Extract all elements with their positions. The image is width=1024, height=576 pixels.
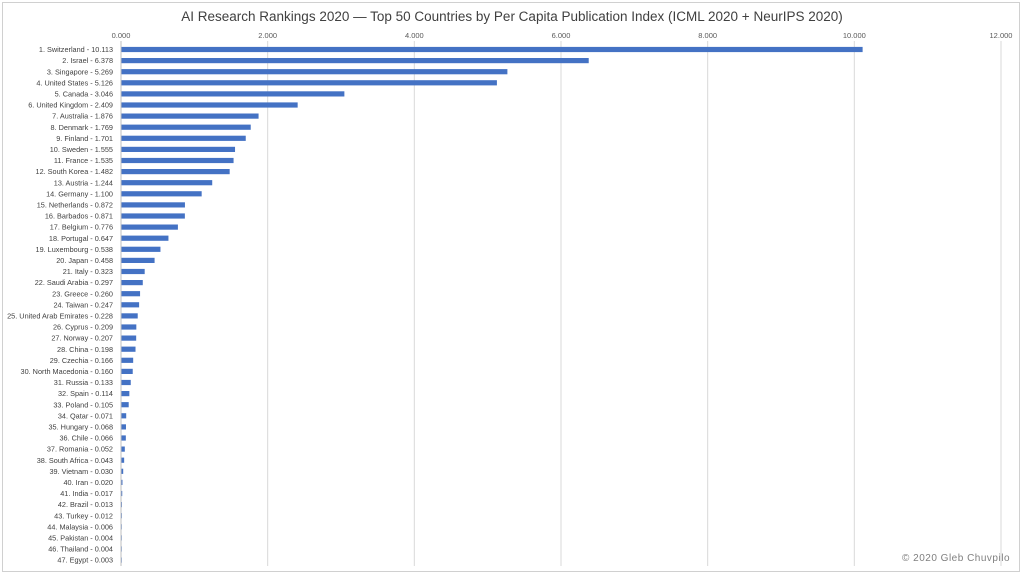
category-label: 27. Norway - 0.207 bbox=[51, 334, 113, 343]
category-label: 10. Sweden - 1.555 bbox=[50, 145, 113, 154]
bar bbox=[121, 379, 131, 386]
category-label: 46. Thailand - 0.004 bbox=[48, 545, 113, 554]
bar bbox=[121, 80, 497, 86]
category-label: 35. Hungary - 0.068 bbox=[49, 423, 114, 432]
bar bbox=[121, 313, 138, 319]
category-label: 12. South Korea - 1.482 bbox=[36, 167, 113, 176]
bar bbox=[121, 169, 230, 175]
bar bbox=[121, 346, 136, 352]
bar bbox=[121, 102, 298, 108]
bar bbox=[121, 146, 236, 152]
category-label: 5. Canada - 3.046 bbox=[55, 90, 113, 99]
bar bbox=[121, 357, 134, 363]
category-label: 20. Japan - 0.458 bbox=[56, 256, 113, 265]
bar bbox=[121, 235, 169, 241]
x-tick-label: 10.000 bbox=[843, 31, 866, 40]
bar bbox=[121, 91, 345, 97]
category-label: 23. Greece - 0.260 bbox=[52, 289, 113, 298]
bar bbox=[121, 124, 251, 130]
bar bbox=[121, 468, 124, 474]
bar bbox=[121, 180, 213, 186]
bar bbox=[121, 58, 589, 64]
category-label: 14. Germany - 1.100 bbox=[46, 189, 113, 198]
category-label: 42. Brazil - 0.013 bbox=[58, 500, 113, 509]
category-label: 30. North Macedonia - 0.160 bbox=[21, 367, 113, 376]
category-label: 32. Spain - 0.114 bbox=[58, 389, 113, 398]
category-label: 1. Switzerland - 10.113 bbox=[39, 45, 113, 54]
bar bbox=[121, 246, 161, 252]
bar bbox=[121, 424, 126, 430]
category-label: 29. Czechia - 0.166 bbox=[50, 356, 113, 365]
category-label: 28. China - 0.198 bbox=[57, 345, 113, 354]
bar bbox=[121, 157, 234, 164]
bar bbox=[121, 391, 130, 397]
bar bbox=[121, 280, 143, 286]
bar bbox=[121, 113, 259, 119]
x-tick-label: 0.000 bbox=[112, 31, 131, 40]
x-tick-label: 6.000 bbox=[552, 31, 571, 40]
category-label: 7. Australia - 1.876 bbox=[52, 112, 113, 121]
bar bbox=[121, 479, 123, 485]
bar bbox=[121, 69, 508, 75]
bar bbox=[121, 46, 863, 53]
category-label: 11. France - 1.535 bbox=[54, 156, 113, 165]
category-label: 25. United Arab Emirates - 0.228 bbox=[7, 312, 113, 321]
bar bbox=[121, 490, 123, 497]
category-label: 43. Turkey - 0.012 bbox=[54, 511, 113, 520]
category-label: 39. Vietnam - 0.030 bbox=[49, 467, 113, 476]
bar bbox=[121, 335, 137, 341]
category-label: 41. India - 0.017 bbox=[60, 489, 113, 498]
category-label: 21. Italy - 0.323 bbox=[63, 267, 113, 276]
x-tick-label: 4.000 bbox=[405, 31, 424, 40]
category-label: 37. Romania - 0.052 bbox=[47, 445, 113, 454]
bar bbox=[121, 368, 133, 374]
chart-title: AI Research Rankings 2020 — Top 50 Count… bbox=[181, 9, 843, 24]
category-label: 38. South Africa - 0.043 bbox=[37, 456, 113, 465]
category-label: 18. Portugal - 0.647 bbox=[49, 234, 113, 243]
category-label: 36. Chile - 0.066 bbox=[59, 434, 113, 443]
bar bbox=[121, 202, 185, 208]
category-label: 31. Russia - 0.133 bbox=[54, 378, 113, 387]
bar bbox=[121, 435, 126, 441]
category-label: 26. Cyprus - 0.209 bbox=[53, 323, 113, 332]
category-label: 3. Singapore - 5.269 bbox=[47, 67, 113, 76]
category-label: 47. Egypt - 0.003 bbox=[57, 556, 113, 565]
category-label: 6. United Kingdom - 2.409 bbox=[28, 101, 113, 110]
category-label: 24. Taiwan - 0.247 bbox=[54, 300, 114, 309]
category-label: 16. Barbados - 0.871 bbox=[45, 212, 113, 221]
category-label: 4. United States - 5.126 bbox=[36, 78, 113, 87]
category-label: 2. Israel - 6.378 bbox=[62, 56, 113, 65]
category-label: 8. Denmark - 1.769 bbox=[51, 123, 113, 132]
x-tick-label: 8.000 bbox=[698, 31, 717, 40]
x-tick-label: 2.000 bbox=[258, 31, 277, 40]
bar bbox=[121, 457, 125, 463]
x-tick-label: 12.000 bbox=[990, 31, 1013, 40]
bar bbox=[121, 213, 185, 219]
bar bbox=[121, 135, 246, 141]
bar bbox=[121, 224, 178, 230]
bar bbox=[121, 402, 129, 408]
category-label: 17. Belgium - 0.776 bbox=[50, 223, 113, 232]
bar bbox=[121, 413, 127, 419]
bar bbox=[121, 268, 145, 275]
category-label: 9. Finland - 1.701 bbox=[56, 134, 113, 143]
category-label: 13. Austria - 1.244 bbox=[54, 178, 113, 187]
category-label: 34. Qatar - 0.071 bbox=[58, 411, 113, 420]
category-label: 22. Saudi Arabia - 0.297 bbox=[35, 278, 113, 287]
bar bbox=[121, 191, 202, 197]
bar bbox=[121, 257, 155, 263]
category-label: 40. Iran - 0.020 bbox=[64, 478, 114, 487]
bar bbox=[121, 302, 140, 308]
category-label: 15. Netherlands - 0.872 bbox=[37, 201, 113, 210]
bar bbox=[121, 324, 137, 330]
category-label: 19. Luxembourg - 0.538 bbox=[36, 245, 113, 254]
copyright-text: © 2020 Gleb Chuvpilo bbox=[902, 553, 1010, 564]
category-label: 44. Malaysia - 0.006 bbox=[47, 522, 113, 531]
bar bbox=[121, 446, 125, 452]
bar bbox=[121, 291, 141, 297]
category-label: 45. Pakistan - 0.004 bbox=[48, 534, 113, 543]
category-label: 33. Poland - 0.105 bbox=[53, 400, 113, 409]
